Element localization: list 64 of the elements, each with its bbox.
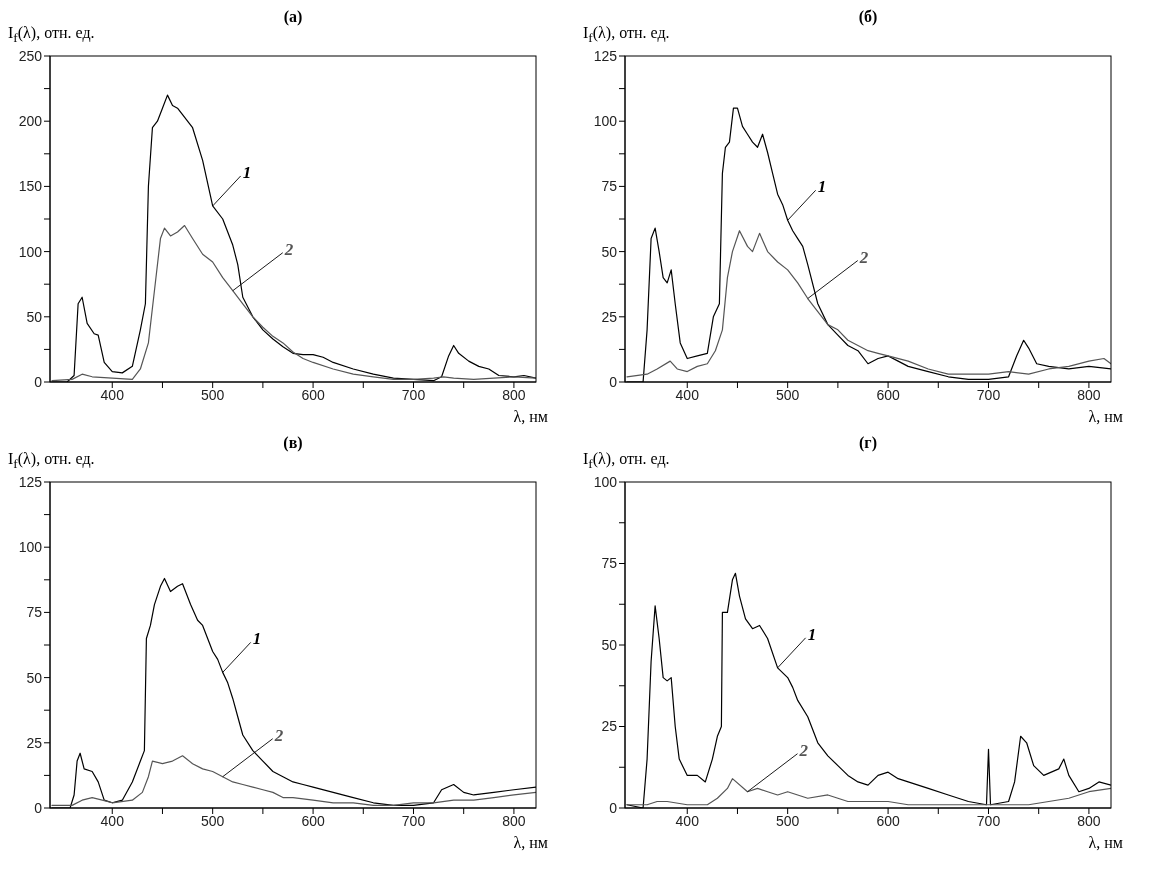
y-tick-label: 125: [593, 47, 618, 64]
x-tick-label: 800: [502, 386, 526, 403]
text: 2: [858, 247, 869, 267]
y-tick-label: 25: [26, 734, 43, 751]
x-tick-label: 400: [100, 386, 125, 403]
x-tick-label: 600: [876, 812, 900, 829]
x-tick-label: 600: [301, 386, 325, 403]
y-tick-label: 100: [18, 539, 43, 556]
x-tick-label: 700: [976, 812, 1001, 829]
y-tick-label: 50: [601, 636, 618, 653]
x-tick-label: 400: [100, 812, 125, 829]
x-tick-label: 700: [401, 812, 426, 829]
y-tick-label: 100: [593, 113, 618, 130]
y-tick-label: 0: [609, 373, 618, 390]
x-axis-title: λ, нм: [1087, 834, 1123, 852]
y-tick-label: 100: [593, 473, 618, 490]
x-tick-label: 700: [976, 386, 1001, 403]
x-tick-label: 600: [301, 812, 325, 829]
x-axis-title: λ, нм: [1087, 408, 1123, 426]
line-series: [626, 230, 1111, 378]
y-tick-label: 50: [26, 669, 43, 686]
y-axis-title: I$_{f}$(λ), отн. ед.: [583, 23, 670, 46]
x-tick-label: 500: [200, 812, 225, 829]
chart-title: (г): [859, 434, 877, 451]
text: 2: [283, 239, 294, 259]
y-tick-label: 250: [18, 47, 43, 64]
y-tick-label: 75: [26, 604, 43, 621]
x-tick-label: 400: [675, 812, 700, 829]
text: 1: [242, 162, 252, 182]
y-tick-label: 50: [601, 243, 618, 260]
chart-title: (б): [858, 8, 878, 25]
chart-title: (а): [283, 8, 303, 25]
text: 1: [817, 177, 827, 197]
x-tick-label: 400: [675, 386, 700, 403]
text: 2: [273, 725, 284, 745]
y-axis-title: I$_{f}$(λ), отн. ед.: [8, 23, 95, 46]
y-axis-title: I$_{f}$(λ), отн. ед.: [8, 449, 95, 472]
x-tick-label: 800: [1077, 386, 1101, 403]
y-tick-label: 0: [34, 799, 43, 816]
y-tick-label: 50: [26, 308, 43, 325]
y-tick-label: 25: [601, 308, 618, 325]
text: 2: [798, 740, 809, 760]
y-axis-title: I$_{f}$(λ), отн. ед.: [583, 449, 670, 472]
chart-title: (в): [283, 434, 303, 451]
y-tick-label: 200: [18, 113, 43, 130]
y-tick-label: 0: [609, 799, 618, 816]
y-tick-label: 100: [18, 243, 43, 260]
x-tick-label: 700: [401, 386, 426, 403]
x-tick-label: 500: [775, 812, 800, 829]
x-tick-label: 500: [775, 386, 800, 403]
x-axis-title: λ, нм: [512, 834, 548, 852]
y-tick-label: 75: [601, 178, 618, 195]
y-tick-label: 0: [34, 373, 43, 390]
y-tick-label: 150: [18, 178, 43, 195]
text: 1: [807, 624, 817, 644]
y-tick-label: 75: [601, 555, 618, 572]
x-axis-title: λ, нм: [512, 408, 548, 426]
x-tick-label: 500: [200, 386, 225, 403]
x-tick-label: 800: [502, 812, 526, 829]
text: 1: [252, 629, 262, 649]
y-tick-label: 25: [601, 718, 618, 735]
x-tick-label: 600: [876, 386, 900, 403]
y-tick-label: 125: [18, 473, 43, 490]
x-tick-label: 800: [1077, 812, 1101, 829]
